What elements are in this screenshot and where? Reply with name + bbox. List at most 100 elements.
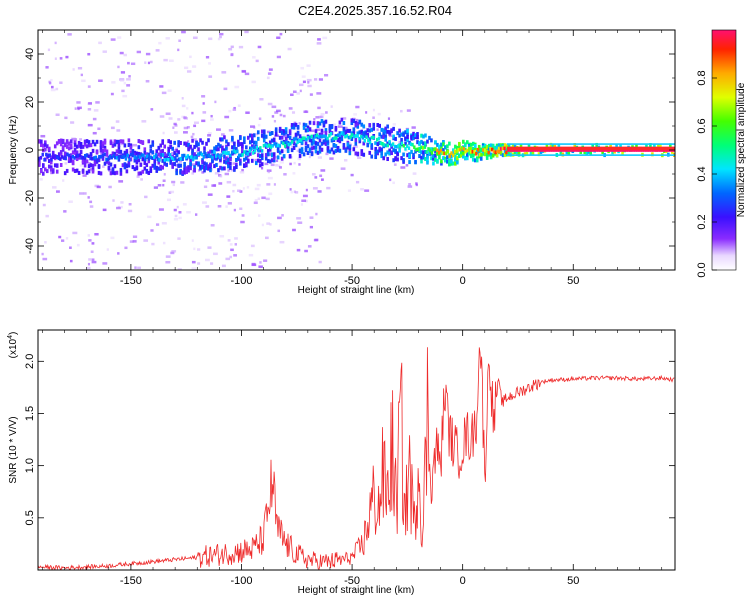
spectrogram-cell	[213, 150, 216, 154]
spectrogram-noise-cell	[256, 183, 261, 187]
spectrogram-noise-cell	[318, 260, 322, 264]
spectrogram-noise-cell	[123, 53, 127, 57]
spectrogram-noise-cell	[298, 163, 301, 166]
spectrogram-noise-cell	[217, 205, 222, 208]
spectrogram-noise-cell	[257, 45, 262, 49]
spectrogram-cell	[46, 154, 50, 159]
spectrogram-noise-cell	[136, 175, 140, 178]
spectrogram-cell	[289, 141, 292, 146]
spectrogram-cell	[310, 138, 314, 143]
spectrogram-cell	[409, 142, 412, 147]
spectrogram-cell	[268, 131, 272, 136]
spectrogram-cell	[165, 153, 168, 158]
spectrogram-cell	[52, 155, 55, 159]
spectrogram-cell	[382, 128, 385, 133]
spectrogram-cell	[503, 149, 507, 154]
spectrogram-noise-cell	[291, 111, 296, 114]
spectrogram-cell	[386, 157, 389, 162]
spectrogram-noise-cell	[120, 201, 124, 204]
spectrogram-cell	[497, 143, 501, 148]
spectrogram-noise-cell	[88, 162, 91, 165]
spectrogram-cell	[163, 151, 167, 156]
spectrogram-cell	[398, 148, 401, 153]
spectrogram-noise-cell	[191, 239, 194, 242]
colorbar: 0.00.20.40.60.8 Normalized spectral ampl…	[696, 29, 747, 278]
spectrogram-cell	[143, 150, 147, 155]
spectrogram-noise-cell	[89, 200, 93, 204]
spectrogram-cell	[165, 155, 168, 160]
spectrogram-noise-cell	[193, 124, 197, 128]
spectrogram-noise-cell	[251, 262, 256, 266]
y-tick-label: -20	[24, 190, 36, 206]
spectrogram-cell	[362, 124, 366, 129]
spectrogram-noise-cell	[88, 258, 92, 261]
spectrogram-cell	[139, 171, 143, 176]
spectrogram-cell	[342, 132, 345, 137]
spectrogram-noise-cell	[205, 205, 210, 208]
spectrogram-cell	[55, 163, 59, 168]
spectrogram-noise-cell	[110, 126, 115, 130]
spectrogram-noise-cell	[219, 174, 223, 178]
spectrogram-noise-cell	[172, 126, 175, 129]
spectrogram-cell	[38, 139, 41, 144]
spectrogram-noise-cell	[355, 180, 360, 184]
spectrogram-cell	[345, 134, 349, 138]
spectrogram-cell	[280, 149, 284, 154]
spectrogram-cell	[73, 168, 77, 173]
spectrogram-noise-cell	[266, 169, 272, 172]
spectrogram-noise-cell	[168, 59, 174, 63]
spectrogram-noise-cell	[318, 78, 324, 81]
spectrogram-cell	[117, 149, 121, 154]
spectrogram-noise-cell	[241, 214, 245, 217]
spectrogram-cell	[649, 143, 652, 148]
spectrogram-cell	[177, 163, 180, 168]
spectrogram-noise-cell	[321, 178, 324, 181]
spectrogram-cell	[551, 144, 555, 149]
spectrogram-cell	[149, 168, 153, 173]
spectrogram-noise-cell	[96, 185, 101, 189]
spectrogram-cell	[320, 147, 324, 152]
spectrogram-cell	[278, 128, 282, 133]
spectrogram-cell	[59, 150, 63, 155]
spectrogram-cell	[336, 138, 340, 143]
spectrogram-cell	[364, 131, 368, 136]
spectrogram-noise-cell	[147, 215, 152, 219]
spectrogram-cell	[153, 155, 156, 159]
spectrogram-cell	[342, 120, 346, 125]
spectrogram-cell	[222, 150, 225, 155]
spectrogram-cell	[448, 162, 451, 167]
spectrogram-cell	[439, 148, 443, 153]
spectrogram-noise-cell	[415, 182, 418, 185]
spectrogram-cell	[300, 147, 304, 152]
spectrogram-cell	[169, 145, 172, 150]
spectrogram-cell	[151, 140, 155, 145]
spectrogram-cell	[270, 158, 274, 163]
spectrogram-cell	[338, 148, 342, 153]
spectrogram-cell	[197, 161, 200, 166]
spectrogram-cell	[191, 138, 194, 143]
spectrogram-cell	[315, 133, 319, 137]
spectrogram-cell	[103, 161, 107, 166]
spectrogram-noise-cell	[155, 223, 160, 226]
spectrogram-cell	[481, 150, 485, 155]
spectrogram-noise-cell	[63, 210, 67, 213]
spectrogram-noise-cell	[254, 198, 258, 202]
spectrogram-noise-cell	[241, 168, 244, 172]
spectrogram-cell	[233, 145, 236, 150]
spectrogram-noise-cell	[266, 183, 271, 186]
spectrogram-noise-cell	[252, 56, 256, 59]
spectrogram-cell	[410, 135, 413, 140]
spectrogram-cell	[149, 148, 153, 153]
spectrogram-cell	[430, 147, 433, 152]
spectrogram-noise-cell	[237, 104, 241, 107]
spectrogram-noise-cell	[292, 228, 296, 232]
spectrogram-cell	[76, 153, 80, 158]
spectrogram-noise-cell	[298, 122, 301, 125]
spectrogram-noise-cell	[214, 100, 217, 104]
spectrogram-noise-cell	[145, 79, 150, 83]
spectrogram-cell	[452, 151, 455, 156]
spectrogram-cell	[437, 150, 441, 155]
spectrogram-cell	[316, 150, 320, 155]
spectrogram-cell	[153, 159, 157, 164]
spectrogram-cell	[151, 142, 155, 147]
